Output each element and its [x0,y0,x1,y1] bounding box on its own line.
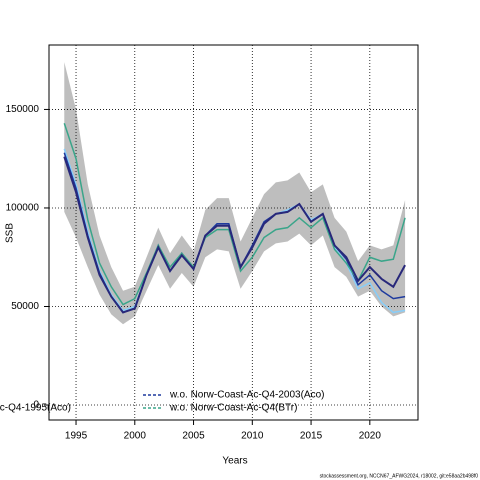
series-line [63,122,406,306]
x-axis-label: Years [222,456,247,467]
y-tick-label: 100000 [6,203,40,214]
x-tick-label: 2005 [182,431,205,442]
series-line [63,156,406,314]
legend-label: w.o. Norw-Coast-Ac-Q4(BTr) [169,403,297,414]
plot-frame [48,44,419,421]
x-tick-label: 2000 [124,431,147,442]
y-tick-label: 150000 [6,104,40,115]
confidence-band [64,62,406,325]
x-tick-label: 1995 [65,431,88,442]
y-tick-label: 0 [33,400,39,411]
footer: stockassessment.org, NCCN67_AFWG2024, r1… [320,473,479,479]
legend-label: w.o. Norw-Coast-Ac-Q4-2003(Aco) [169,390,325,401]
x-tick-label: 2015 [300,431,323,442]
y-axis-label: SSB [5,223,16,243]
y-tick-label: 50000 [11,301,39,312]
x-tick-label: 2010 [241,431,264,442]
legend-label: t-Ac-Q4-1995(Aco) [0,403,71,414]
x-tick-label: 2020 [359,431,382,442]
